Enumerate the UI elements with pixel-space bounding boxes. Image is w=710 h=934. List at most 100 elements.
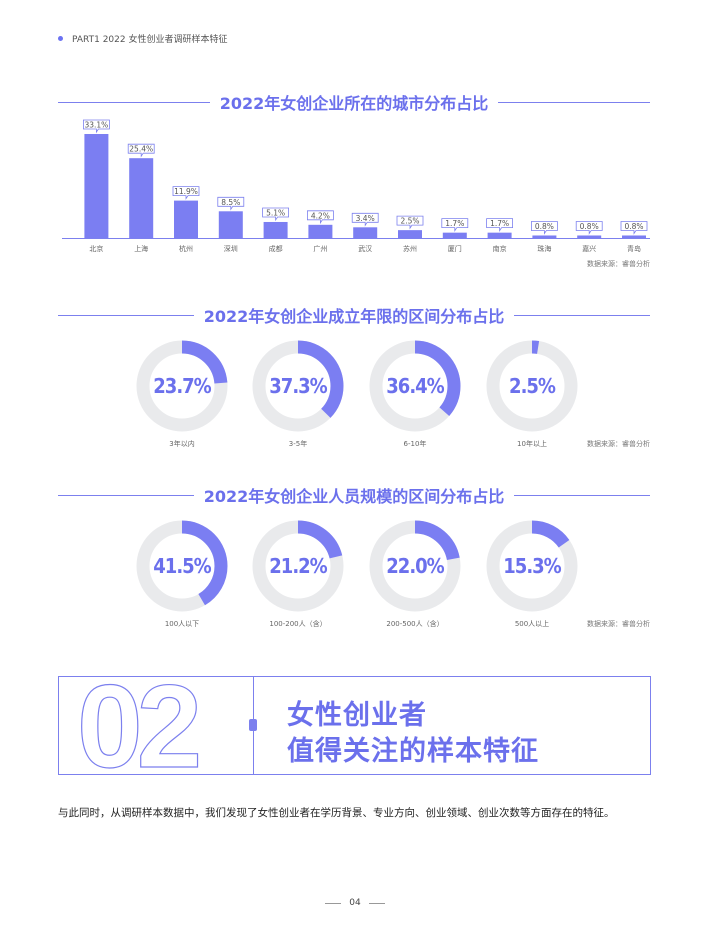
donut-arc (252, 520, 344, 612)
donut-label: 3-5年 (288, 440, 308, 448)
donut-chart: 37.3% 3-5年 (250, 338, 346, 448)
donut-label: 100人以下 (164, 620, 200, 628)
value-label-box (83, 119, 110, 134)
category-label: 上海 (134, 244, 148, 253)
donut-value: 37.3% (269, 374, 327, 398)
value-label: 1.7% (445, 219, 464, 228)
bar (263, 221, 288, 238)
donut-arc (486, 340, 578, 432)
bar (398, 230, 422, 238)
chapter-banner: 02 女性创业者 值得关注的样本特征 (58, 676, 651, 775)
value-label: 5.1% (266, 208, 285, 217)
donut-svg (252, 520, 344, 612)
value-label: 33.1% (84, 121, 108, 130)
donut-chart: 41.5% 100人以下 (134, 518, 230, 628)
category-label: 南京 (493, 244, 507, 253)
value-label-box (127, 143, 155, 158)
donut-svg (252, 340, 344, 432)
header-text: PART1 2022 女性创业者调研样本特征 (72, 34, 228, 45)
donut-svg (369, 340, 461, 432)
donut-value: 2.5% (509, 374, 556, 398)
value-label-box (396, 215, 424, 230)
title-rule-right (498, 101, 651, 103)
donut-chart: 2.5% 10年以上 (484, 338, 580, 448)
category-label: 武汉 (358, 244, 372, 253)
value-label-box (262, 207, 289, 222)
value-label: 3.4% (356, 214, 375, 223)
banner-title-line1: 女性创业者 (287, 700, 427, 731)
category-label: 厦门 (448, 244, 462, 253)
value-label-box (441, 218, 469, 232)
donut-arc (252, 340, 344, 432)
title-rule-left (58, 314, 194, 316)
category-label: 广州 (313, 244, 327, 253)
footer-rule-left (325, 902, 342, 904)
value-label: 4.2% (311, 211, 330, 220)
bar (487, 232, 512, 238)
donut-label: 6-10年 (403, 440, 427, 448)
section3-source: 数据来源：睿兽分析 (587, 620, 650, 628)
banner-title-line2: 值得关注的样本特征 (287, 736, 539, 767)
donut-label: 200-500人（含） (386, 620, 444, 628)
donut-svg (486, 520, 578, 612)
value-label: 0.8% (535, 222, 554, 231)
section1-source: 数据来源：睿兽分析 (587, 260, 650, 268)
category-label: 成都 (269, 244, 283, 253)
value-label: 25.4% (129, 145, 153, 154)
donut-label: 500人以上 (514, 620, 550, 628)
section2-title-text: 2022年女创企业成立年限的区间分布占比 (203, 307, 505, 326)
bar (174, 200, 198, 238)
value-label: 1.7% (490, 219, 509, 228)
bar (353, 227, 378, 238)
donut-value: 41.5% (153, 554, 211, 578)
value-label-box (351, 212, 379, 227)
donut-chart: 21.2% 100-200人（含） (250, 518, 346, 628)
category-label: 深圳 (224, 244, 238, 253)
chapter-number-text: 02 (77, 681, 198, 771)
donut-value: 21.2% (269, 554, 327, 578)
bar (532, 235, 557, 238)
bar (622, 235, 646, 238)
donut-chart: 15.3% 500人以上 (484, 518, 580, 628)
value-label-box (172, 186, 200, 200)
section2-source: 数据来源：睿兽分析 (587, 440, 650, 448)
donut-arc (136, 340, 228, 432)
title-rule-left (58, 101, 210, 103)
value-label: 0.8% (580, 222, 599, 231)
title-rule-right (514, 494, 651, 496)
category-label: 苏州 (403, 244, 417, 253)
title-rule-right (514, 314, 651, 316)
section1-title-text: 2022年女创企业所在的城市分布占比 (219, 94, 489, 113)
category-label: 嘉兴 (582, 244, 596, 253)
footer-rule-right (368, 902, 385, 904)
page-number: 04 (349, 898, 361, 908)
value-label-box (486, 218, 513, 232)
body-paragraph: 与此同时，从调研样本数据中，我们发现了女性创业者在学历背景、专业方向、创业领域、… (58, 807, 615, 819)
donut-svg (136, 520, 228, 612)
value-label-box (307, 210, 334, 225)
bar (577, 235, 602, 238)
donut-value: 23.7% (153, 374, 211, 398)
value-label: 8.5% (221, 198, 240, 207)
section3-title: 2022年女创企业人员规模的区间分布占比 (58, 483, 651, 507)
bar (129, 158, 154, 238)
value-label-box (531, 221, 558, 235)
donut-svg (136, 340, 228, 432)
value-label-box (620, 221, 648, 235)
age-donut-row: 23.7% 3年以内 37.3% 3-5年 36.4% 6-10年 2.5% 10年以上 (0, 338, 710, 458)
value-label-box (575, 221, 603, 235)
donut-arc (369, 520, 461, 612)
value-label: 2.5% (400, 217, 419, 226)
donut-value: 15.3% (503, 554, 561, 578)
donut-arc (486, 520, 578, 612)
donut-svg (369, 520, 461, 612)
donut-arc (136, 520, 228, 612)
value-label-box (217, 196, 245, 211)
donut-label: 10年以上 (517, 440, 547, 448)
section3-title-text: 2022年女创企业人员规模的区间分布占比 (203, 487, 505, 506)
title-rule-left (58, 494, 194, 496)
donut-svg (486, 340, 578, 432)
value-label: 11.9% (174, 187, 198, 196)
category-label: 珠海 (537, 244, 551, 253)
chapter-number: 02 (77, 681, 204, 771)
